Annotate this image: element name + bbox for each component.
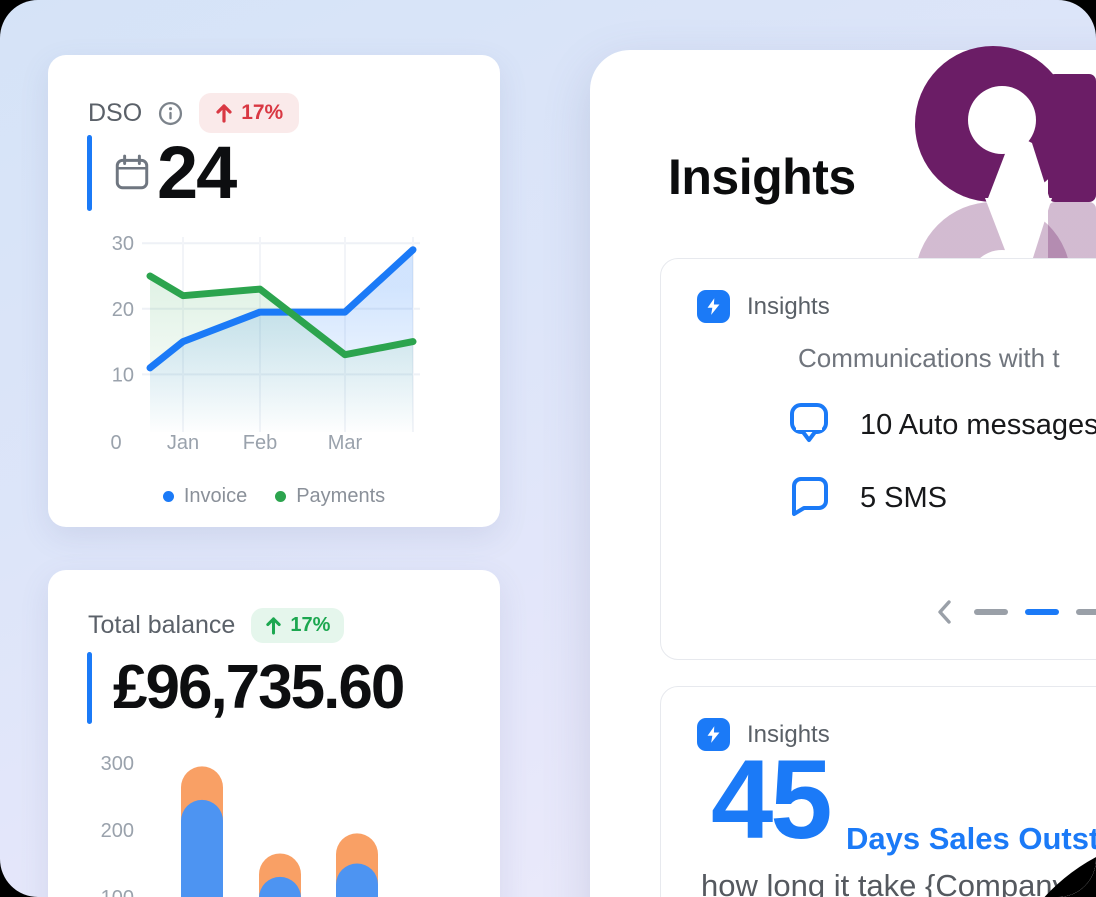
balance-title: Total balance — [88, 611, 236, 639]
dso-insight-value: 45 — [711, 737, 833, 862]
chevron-left-icon[interactable] — [933, 597, 957, 627]
svg-text:20: 20 — [112, 299, 134, 321]
chat-bubble-tail-center-icon — [788, 401, 830, 450]
svg-text:300: 300 — [101, 753, 134, 775]
dso-metric-row: 24 — [87, 130, 237, 214]
svg-text:30: 30 — [112, 233, 134, 255]
carousel-dash[interactable] — [974, 609, 1008, 615]
balance-trend-badge: 17% — [251, 608, 345, 643]
dso-trend-value: 17% — [241, 101, 284, 124]
insight-card-dso: Insights 45 Days Sales Outstan how long … — [660, 686, 1096, 897]
insights-panel-title: Insights — [668, 149, 856, 205]
balance-metric-row: £96,735.60 — [87, 652, 405, 724]
dso-insight-description: how long it take {Company — [701, 868, 1069, 897]
total-balance-card: Total balance 17% £96,735.60 300 200 100 — [48, 570, 500, 897]
legend-label: Invoice — [183, 485, 248, 507]
info-circle-icon[interactable] — [158, 101, 183, 126]
accent-bar — [87, 135, 92, 211]
arrow-up-icon — [216, 104, 232, 123]
dso-title: DSO — [88, 98, 143, 127]
insight-card-label: Insights — [747, 720, 830, 748]
legend-item-payments: Payments — [275, 485, 385, 508]
legend-label: Payments — [296, 485, 386, 507]
dso-value: 24 — [157, 130, 237, 214]
balance-bar-chart: 300 200 100 — [101, 753, 378, 897]
auto-messages-row: 10 Auto messages — [788, 401, 1096, 450]
insight-card-header: Insights — [697, 290, 830, 323]
lightning-bolt-icon — [697, 290, 730, 323]
svg-text:100: 100 — [101, 887, 134, 897]
dso-line-chart: 30 20 10 0 Jan Feb Mar — [110, 233, 420, 454]
dso-card-header: DSO 17% — [88, 93, 300, 133]
dso-insight-value-label: Days Sales Outstan — [846, 821, 1096, 856]
dso-card: DSO 17% — [48, 55, 500, 527]
communications-heading: Communications with t — [798, 343, 1060, 373]
auto-messages-text: 10 Auto messages — [860, 409, 1096, 441]
lightning-bolt-icon — [697, 718, 730, 751]
dso-trend-badge: 17% — [199, 93, 300, 133]
insight-card-label: Insights — [747, 292, 830, 320]
svg-text:Mar: Mar — [328, 432, 363, 454]
chat-bubble-tail-left-icon — [788, 474, 830, 523]
svg-text:10: 10 — [112, 364, 134, 386]
brand-a-logo — [915, 46, 1096, 280]
insight-card-communications: Insights Communications with t 10 Auto m… — [660, 258, 1096, 660]
chart-legend: Invoice Payments — [48, 485, 500, 508]
svg-text:Jan: Jan — [167, 432, 199, 454]
carousel-dash[interactable] — [1076, 609, 1096, 615]
legend-dot-green — [275, 491, 287, 502]
carousel-controls — [933, 597, 1096, 627]
legend-dot-blue — [162, 491, 174, 502]
carousel-dash[interactable] — [1025, 609, 1059, 615]
svg-text:Feb: Feb — [243, 432, 277, 454]
insights-panel: Insights — [590, 46, 1096, 897]
arrow-up-icon — [266, 617, 282, 635]
legend-item-invoice: Invoice — [162, 485, 248, 508]
balance-card-header: Total balance 17% — [88, 608, 345, 643]
svg-text:0: 0 — [110, 432, 121, 454]
balance-value: £96,735.60 — [113, 652, 405, 722]
sms-row: 5 SMS — [788, 474, 947, 523]
accent-bar — [87, 652, 92, 724]
calendar-icon — [113, 153, 151, 193]
svg-text:200: 200 — [101, 820, 134, 842]
balance-trend-value: 17% — [290, 614, 331, 636]
insight-card-header: Insights — [697, 718, 830, 751]
sms-text: 5 SMS — [860, 482, 948, 514]
